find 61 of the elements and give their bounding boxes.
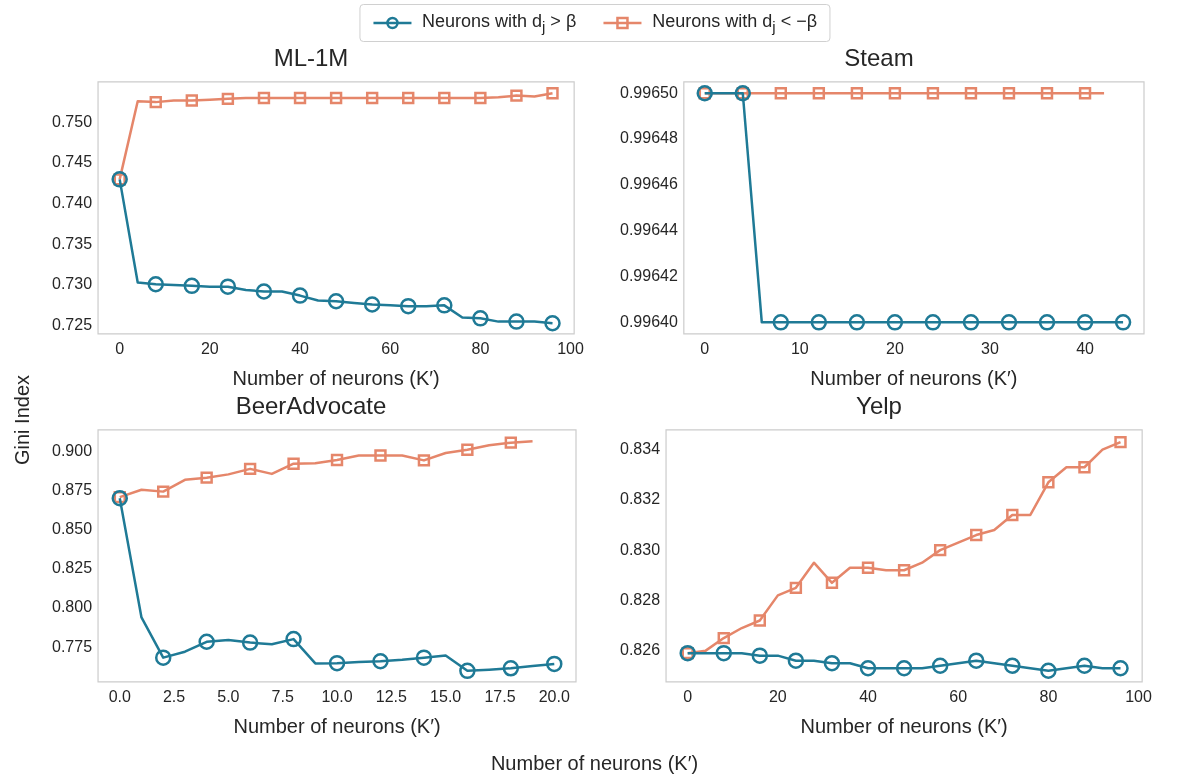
x-tick-label: 10: [790, 339, 809, 357]
y-tick-label: 0.826: [619, 641, 661, 659]
y-tick-label: 0.725: [51, 316, 93, 334]
y-tick-label: 0.750: [51, 112, 93, 130]
y-tick-label: 0.735: [51, 234, 93, 252]
x-tick-label: 60: [949, 687, 968, 705]
chart-title: BeerAdvocate: [235, 392, 387, 420]
x-tick-label: 2.5: [162, 687, 186, 705]
y-tick-label: 0.740: [51, 194, 93, 212]
x-tick-label: 17.5: [484, 687, 516, 705]
y-tick-label: 0.99642: [619, 266, 678, 284]
y-tick-label: 0.800: [51, 598, 93, 616]
y-tick-label: 0.745: [51, 153, 93, 171]
x-tick-label: 40: [1076, 339, 1095, 357]
x-axis-title: Number of neurons (K′): [810, 366, 1018, 389]
x-tick-label: 60: [381, 339, 400, 357]
y-tick-label: 0.775: [51, 637, 93, 655]
y-tick-label: 0.850: [51, 520, 93, 537]
y-tick-label: 0.99646: [619, 175, 678, 193]
y-tick-label: 0.832: [619, 490, 661, 508]
x-tick-label: 0: [115, 339, 125, 357]
x-tick-label: 5.0: [217, 687, 240, 705]
x-tick-label: 20: [200, 339, 219, 357]
legend-label: Neurons with d$_{j}$ > β: [421, 11, 577, 35]
y-tick-label: 0.99640: [619, 312, 678, 330]
x-tick-label: 0.0: [108, 687, 131, 705]
x-tick-label: 0: [700, 339, 710, 357]
y-tick-label: 0.900: [51, 441, 93, 459]
x-tick-label: 0: [683, 687, 693, 705]
x-tick-label: 40: [859, 687, 878, 705]
x-tick-label: 100: [557, 339, 584, 357]
x-tick-label: 15.0: [430, 687, 462, 705]
legend-label: Neurons with d$_{j}$ < −β: [652, 11, 818, 35]
y-tick-label: 0.828: [619, 590, 661, 608]
x-tick-label: 20.0: [538, 687, 570, 705]
x-tick-label: 10.0: [321, 687, 353, 705]
chart-title: ML-1M: [273, 44, 349, 72]
y-tick-label: 0.830: [619, 540, 661, 558]
chart-title: Steam: [844, 44, 914, 72]
x-axis-title: Number of neurons (K′): [800, 714, 1008, 737]
y-tick-label: 0.730: [51, 275, 93, 293]
x-tick-label: 20: [768, 687, 787, 705]
y-tick-label: 0.834: [619, 440, 661, 458]
x-axis-title: Number of neurons (K′): [232, 366, 440, 389]
y-tick-label: 0.875: [51, 480, 93, 498]
y-tick-label: 0.99644: [619, 221, 678, 239]
x-tick-label: 12.5: [375, 687, 408, 705]
y-tick-label: 0.99650: [619, 83, 678, 101]
x-tick-label: 100: [1125, 687, 1152, 705]
x-axis-title: Number of neurons (K′): [233, 714, 441, 737]
y-axis-title: Gini Index: [10, 374, 34, 466]
x-tick-label: 80: [471, 339, 490, 357]
chart-title: Yelp: [856, 392, 902, 420]
y-tick-label: 0.825: [51, 559, 93, 577]
x-tick-label: 7.5: [271, 687, 294, 705]
x-tick-label: 40: [291, 339, 310, 357]
text: Number of neurons (K′): [489, 752, 700, 775]
y-tick-label: 0.99648: [619, 129, 678, 147]
x-tick-label: 80: [1039, 687, 1058, 705]
x-tick-label: 20: [886, 339, 904, 357]
x-tick-label: 30: [981, 339, 999, 357]
